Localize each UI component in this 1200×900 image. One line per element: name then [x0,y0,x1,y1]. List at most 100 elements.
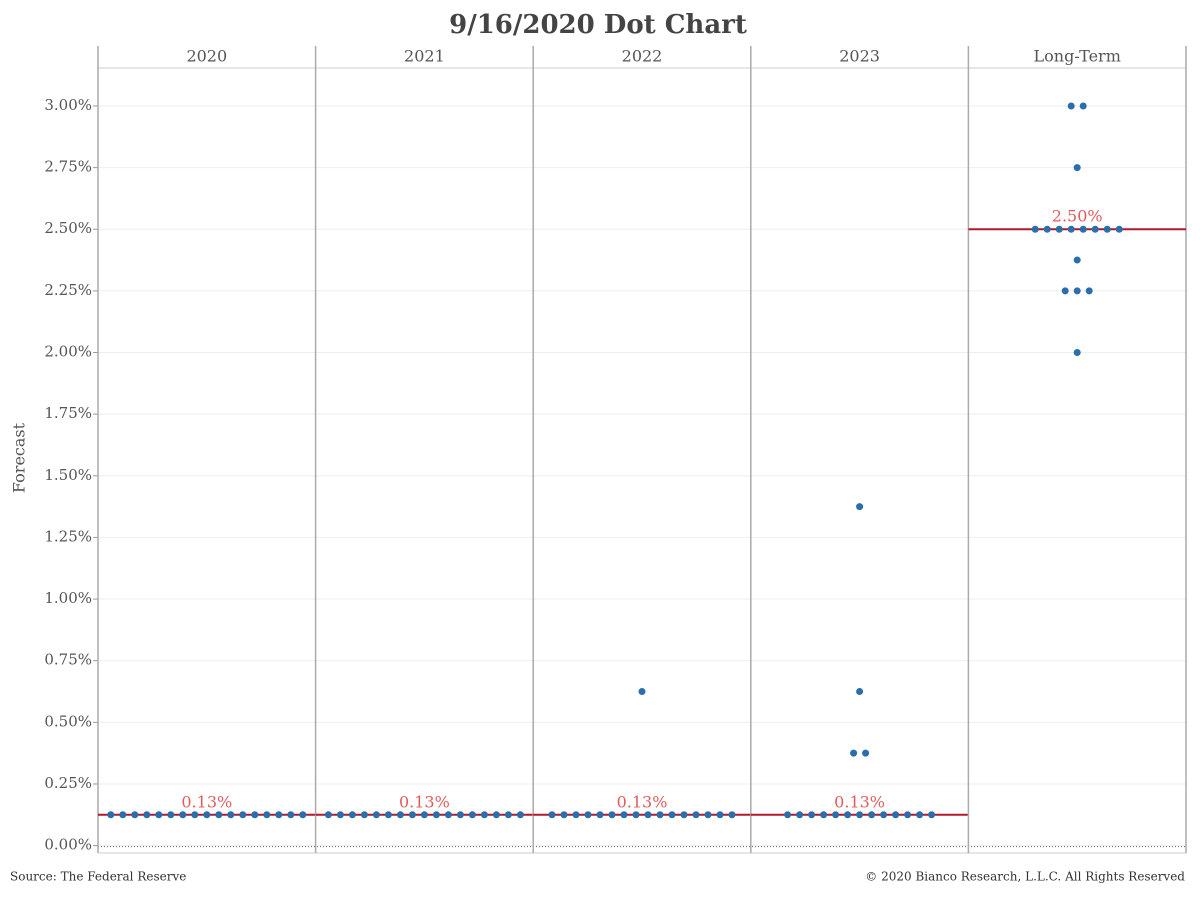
dot [608,811,616,819]
dot [584,811,592,819]
dot [728,811,736,819]
dot [372,811,380,819]
dot [516,811,524,819]
panel-label: 2023 [839,47,880,66]
dot [396,811,404,819]
panel-label: 2021 [404,47,445,66]
dot [880,811,888,819]
dot [1091,225,1099,233]
y-tick-label: 2.50% [44,219,92,237]
y-tick-label: 0.75% [44,651,92,669]
dot [420,811,428,819]
dot [596,811,604,819]
dot [287,811,295,819]
dot [143,811,151,819]
dot [1079,225,1087,233]
copyright: © 2020 Bianco Research, L.L.C. All Right… [865,870,1185,884]
y-tick-label: 2.00% [44,343,92,361]
source: Source: The Federal Reserve [10,870,186,884]
panel-label: 2020 [186,47,227,66]
y-tick-label: 0.50% [44,712,92,730]
dot [856,811,864,819]
dot [704,811,712,819]
y-tick-label: 1.00% [44,589,92,607]
dot [850,749,858,757]
dot [1061,287,1069,295]
dot [1103,225,1111,233]
dot [892,811,900,819]
dot [468,811,476,819]
median-label: 0.13% [181,792,232,811]
dot [348,811,356,819]
dot [1031,225,1039,233]
dot [1073,287,1081,295]
y-tick-label: 1.50% [44,466,92,484]
dot [155,811,163,819]
dot [299,811,307,819]
dot [620,811,628,819]
dot [384,811,392,819]
dot [408,811,416,819]
y-tick-label: 1.25% [44,527,92,545]
dot [263,811,271,819]
dot [324,811,332,819]
median-label: 2.50% [1052,207,1103,226]
dot [492,811,500,819]
dot [680,811,688,819]
y-tick-label: 2.75% [44,158,92,176]
y-tick-label: 3.00% [44,96,92,114]
dot [215,811,223,819]
dot [692,811,700,819]
dot [504,811,512,819]
dot [572,811,580,819]
dot [131,811,139,819]
y-tick-label: 1.75% [44,404,92,422]
dot [1115,225,1123,233]
dot [548,811,556,819]
panel-label: Long-Term [1034,47,1121,66]
dot [227,811,235,819]
dot [638,688,646,696]
y-tick-label: 2.25% [44,281,92,299]
y-tick-label: 0.25% [44,774,92,792]
dot [796,811,804,819]
dot [1055,225,1063,233]
dot [644,811,652,819]
dot [179,811,187,819]
chart-title: 9/16/2020 Dot Chart [449,10,747,40]
dot [856,688,864,696]
dot [668,811,676,819]
dot [432,811,440,819]
dot [916,811,924,819]
dot [203,811,211,819]
dot [928,811,936,819]
dot [456,811,464,819]
median-label: 0.13% [617,792,668,811]
dot [856,503,864,511]
dot [1043,225,1051,233]
dot [1073,256,1081,264]
dot [1073,164,1081,172]
dot [191,811,199,819]
dot [1085,287,1093,295]
dot [1067,225,1075,233]
panel-label: 2022 [622,47,663,66]
dot [167,811,175,819]
dot [808,811,816,819]
dot [480,811,488,819]
dot [844,811,852,819]
dot [862,749,870,757]
dot [820,811,828,819]
dot [444,811,452,819]
dot [868,811,876,819]
dot [1067,102,1075,110]
y-tick-label: 0.00% [44,836,92,854]
dot [832,811,840,819]
dot [239,811,247,819]
dot [336,811,344,819]
dot [107,811,115,819]
dot [632,811,640,819]
median-label: 0.13% [834,792,885,811]
dot [784,811,792,819]
